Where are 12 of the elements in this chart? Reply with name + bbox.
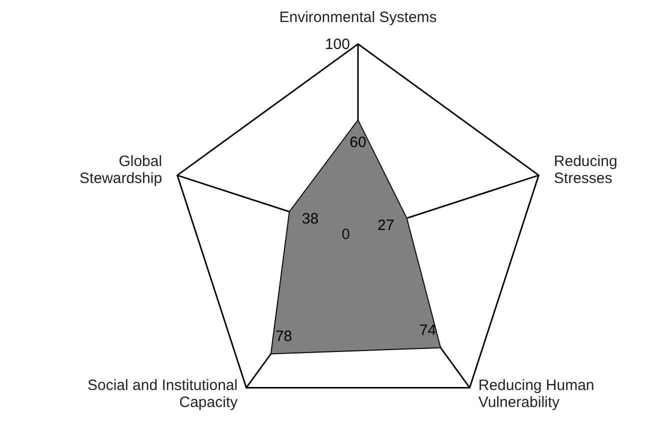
spoke-label: Environmental Systems (279, 9, 437, 26)
y-tick-label: 0 (342, 226, 350, 243)
spoke-label: Social and Institutional Capacity (88, 377, 238, 412)
data-label: 38 (302, 210, 319, 228)
y-tick-label: 100 (324, 36, 350, 53)
data-label: 60 (350, 134, 366, 151)
data-label: 78 (275, 328, 292, 346)
data-label: 74 (419, 322, 436, 339)
spoke-label: Global Stewardship (80, 153, 162, 188)
spoke-label: Reducing Human Vulnerability (478, 377, 594, 412)
data-label: 27 (378, 216, 394, 234)
spoke-label: Reducing Stresses (554, 153, 618, 188)
